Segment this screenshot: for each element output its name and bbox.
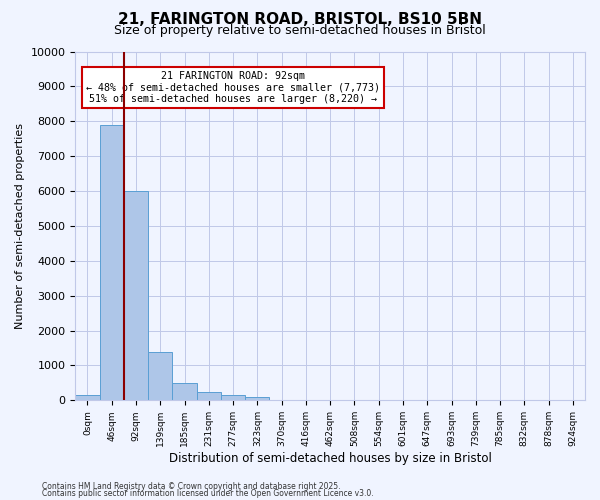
Y-axis label: Number of semi-detached properties: Number of semi-detached properties [15, 123, 25, 329]
Text: 21 FARINGTON ROAD: 92sqm
← 48% of semi-detached houses are smaller (7,773)
51% o: 21 FARINGTON ROAD: 92sqm ← 48% of semi-d… [86, 70, 380, 104]
Text: 21, FARINGTON ROAD, BRISTOL, BS10 5BN: 21, FARINGTON ROAD, BRISTOL, BS10 5BN [118, 12, 482, 26]
Bar [245, 397, 269, 400]
Text: Size of property relative to semi-detached houses in Bristol: Size of property relative to semi-detach… [114, 24, 486, 37]
Bar [172, 383, 197, 400]
Bar [124, 191, 148, 400]
Bar [221, 395, 245, 400]
Text: Contains HM Land Registry data © Crown copyright and database right 2025.: Contains HM Land Registry data © Crown c… [42, 482, 341, 491]
Text: Contains public sector information licensed under the Open Government Licence v3: Contains public sector information licen… [42, 489, 374, 498]
Bar [100, 125, 124, 400]
Bar [75, 395, 100, 400]
X-axis label: Distribution of semi-detached houses by size in Bristol: Distribution of semi-detached houses by … [169, 452, 491, 465]
Bar [197, 392, 221, 400]
Bar [148, 352, 172, 401]
